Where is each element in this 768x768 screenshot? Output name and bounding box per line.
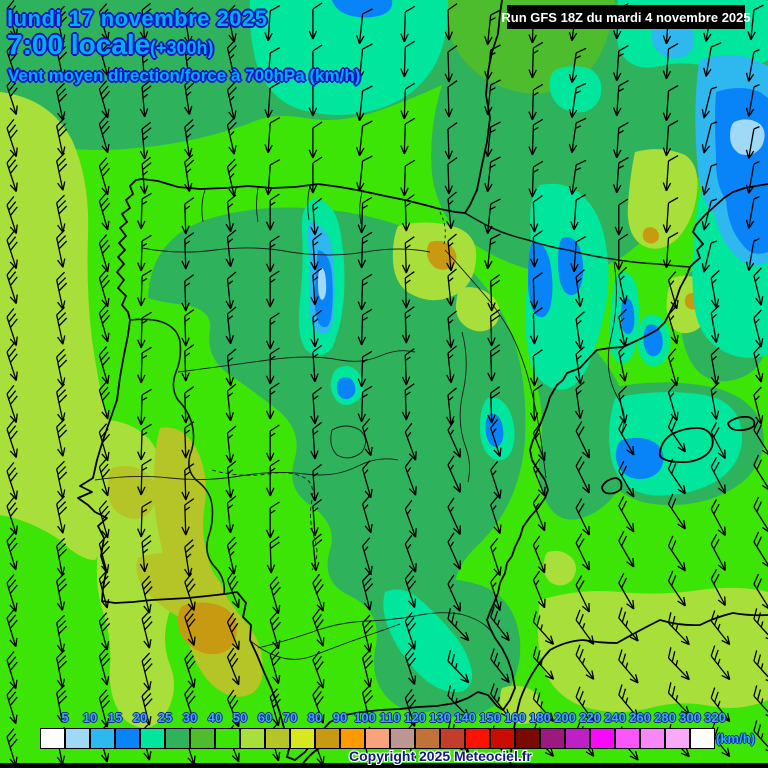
scale-color-box [65,728,90,749]
scale-tick-label: 70 [282,710,298,725]
scale-color-box [415,728,440,749]
scale-color-box [240,728,265,749]
scale-color-box [590,728,615,749]
scale-tick-label: 140 [454,710,476,725]
region-borders [94,185,625,660]
scale-color-box [140,728,165,749]
scale-tick-label: 80 [307,710,323,725]
scale-tick-label: 320 [704,710,726,725]
scale-tick-label: 5 [61,710,69,725]
forecast-hour-offset: (+300h) [150,38,214,58]
scale-color-box [115,728,140,749]
scale-tick-label: 20 [132,710,148,725]
scale-color-box [615,728,640,749]
scale-tick-label: 15 [107,710,123,725]
scale-tick-label: 50 [232,710,248,725]
scale-tick-label: 40 [207,710,223,725]
forecast-local-time: 7:00 locale [7,29,151,60]
scale-color-box [440,728,465,749]
scale-color-box [165,728,190,749]
scale-tick-label: 110 [379,710,401,725]
forecast-date: lundi 17 novembre 2025 [7,6,268,31]
scale-tick-label: 120 [404,710,426,725]
scale-color-box [290,728,315,749]
scale-color-box [340,728,365,749]
scale-color-box [90,728,115,749]
scale-tick-label: 280 [654,710,676,725]
map-parameter-subtitle: Vent moyen direction/force à 700hPa (km/… [8,66,361,85]
scale-color-box [490,728,515,749]
scale-color-box [315,728,340,749]
scale-tick-label: 220 [579,710,601,725]
scale-unit-label: (km/h) [716,731,755,746]
scale-color-box [565,728,590,749]
wind-barbs [6,0,768,767]
scale-tick-label: 130 [429,710,451,725]
scale-tick-label: 10 [82,710,98,725]
scale-color-box [390,728,415,749]
copyright-text: Copyright 2025 Meteociel.fr [349,748,532,764]
scale-color-box [515,728,540,749]
scale-tick-label: 25 [157,710,173,725]
scale-color-box [540,728,565,749]
scale-color-box [640,728,665,749]
scale-tick-label: 200 [554,710,576,725]
scale-color-box [215,728,240,749]
scale-tick-label: 160 [504,710,526,725]
scale-tick-label: 260 [629,710,651,725]
bottom-black-bar [0,763,768,768]
scale-color-box [265,728,290,749]
scale-tick-label: 30 [182,710,198,725]
scale-color-box [690,728,715,749]
model-run-info: Run GFS 18Z du mardi 4 novembre 2025 [501,5,751,29]
scale-color-box [190,728,215,749]
scale-tick-label: 90 [332,710,348,725]
scale-tick-label: 240 [604,710,626,725]
scale-color-box [40,728,65,749]
scale-tick-label: 60 [257,710,273,725]
scale-color-box [665,728,690,749]
borders-and-rivers [129,212,691,595]
scale-tick-label: 180 [529,710,551,725]
scale-tick-label: 100 [354,710,376,725]
scale-tick-label: 150 [479,710,501,725]
scale-tick-label: 300 [679,710,701,725]
scale-color-box [465,728,490,749]
scale-color-box [365,728,390,749]
